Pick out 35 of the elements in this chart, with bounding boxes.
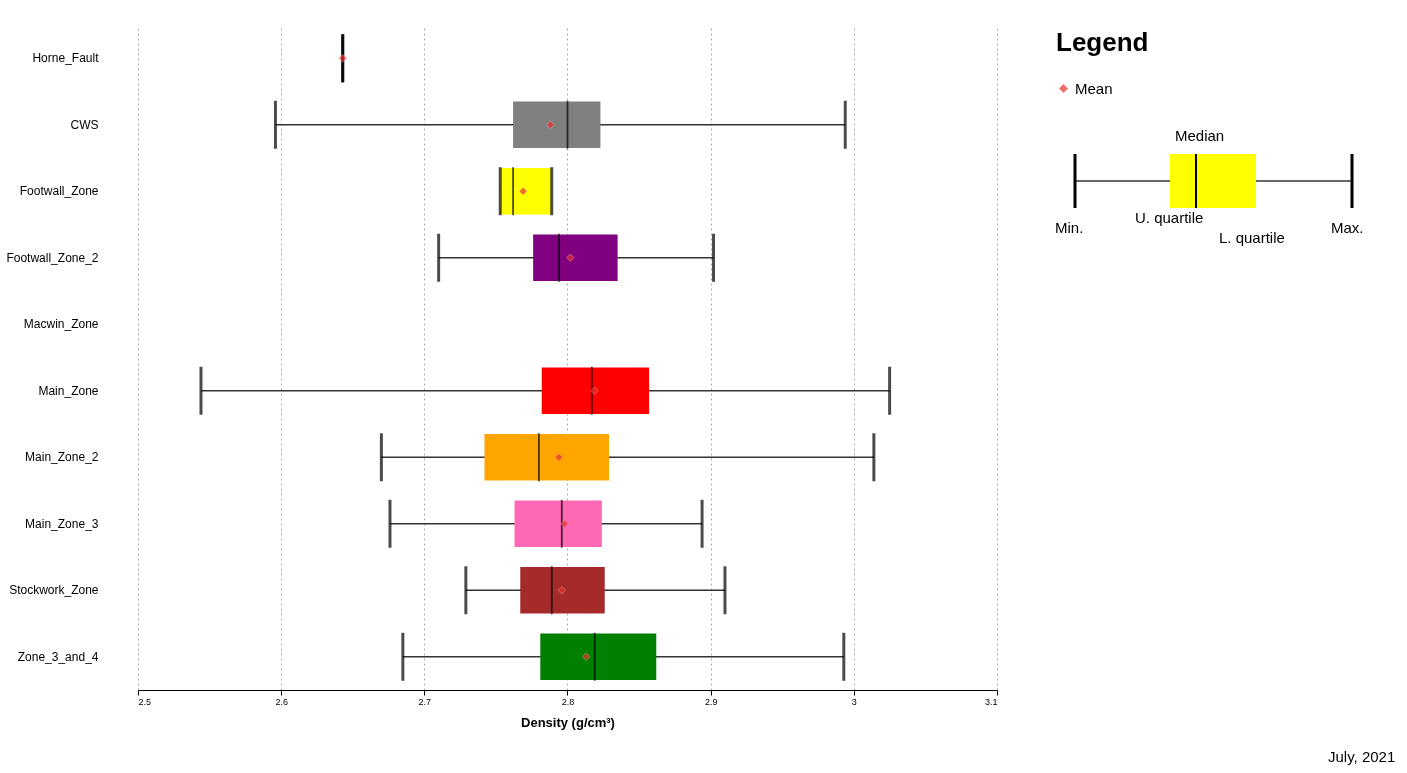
point (590, 386, 599, 395)
x-axis-title: Density (g/cm³) (521, 714, 615, 730)
text: U. quartile (1135, 209, 1204, 226)
point (566, 253, 575, 262)
legend-label: Mean (1075, 79, 1113, 97)
y-tick-label: Main_Zone_2 (25, 450, 99, 465)
text: Median (1175, 127, 1225, 144)
x-tick-label: 3 (851, 696, 857, 707)
legend-title: Legend (1056, 27, 1149, 57)
y-tick-label: Main_Zone_3 (25, 516, 99, 531)
y-tick-label: Horne_Fault (32, 51, 100, 66)
y-tick-label: Footwall_Zone (19, 184, 99, 199)
text: Max. (1331, 219, 1364, 236)
x-tick-label: 3.1 (984, 696, 998, 707)
point (518, 187, 528, 196)
point (338, 54, 347, 63)
text: Min. (1055, 219, 1084, 236)
text: July, 2021 (1328, 748, 1396, 765)
point (554, 453, 564, 462)
y-tick-label: Stockwork_Zone (9, 583, 99, 598)
y-tick-label: CWS (70, 117, 99, 132)
y-tick-label: Footwall_Zone_2 (6, 250, 99, 265)
text: L. quartile (1219, 229, 1285, 246)
point (581, 652, 591, 661)
y-tick-label: Macwin_Zone (23, 317, 99, 332)
x-tick-label: 2.8 (561, 696, 575, 707)
y-tick-label: Main_Zone (38, 383, 99, 398)
x-tick-label: 2.6 (275, 696, 288, 707)
x-tick-label: 2.5 (138, 696, 152, 707)
point (560, 519, 569, 528)
y-tick-label: Zone_3_and_4 (17, 649, 99, 664)
point (557, 586, 566, 595)
point (546, 120, 555, 129)
x-tick-label: 2.9 (704, 696, 718, 707)
x-tick-label: 2.7 (418, 696, 432, 707)
